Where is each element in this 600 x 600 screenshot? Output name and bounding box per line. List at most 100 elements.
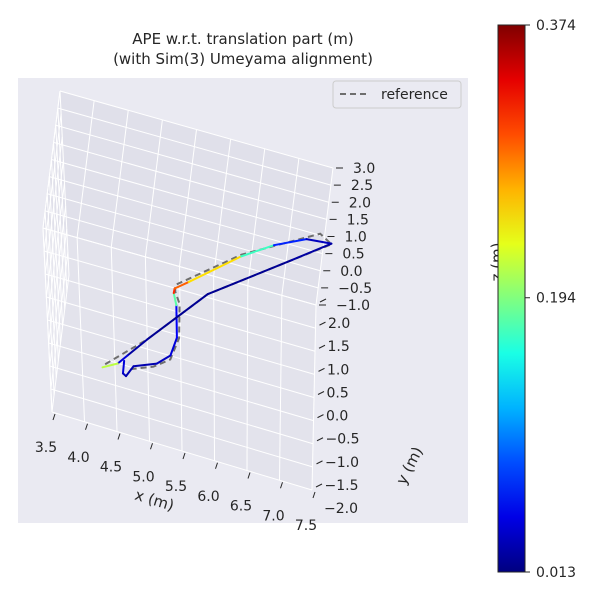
chart-subtitle: (with Sim(3) Umeyama alignment): [113, 50, 373, 68]
tick-mark: [280, 482, 283, 489]
grid-line: [311, 304, 317, 491]
tick-label: −1.0: [336, 298, 370, 314]
grid-line: [213, 276, 215, 461]
tick-label: −1.0: [325, 455, 359, 471]
tick-label: 3.0: [353, 161, 375, 177]
grid-line: [247, 148, 266, 286]
grid-lines: [42, 90, 334, 491]
tick-label: 0.5: [327, 385, 349, 401]
estimate-segment: [240, 244, 275, 258]
tick-label: 5.0: [132, 469, 154, 485]
tick-mark: [319, 321, 326, 326]
tick-label: 0.0: [340, 264, 362, 280]
tick-mark: [215, 462, 218, 469]
grid-line: [45, 159, 64, 298]
chart-title: APE w.r.t. translation part (m): [132, 30, 353, 48]
tick-mark: [317, 414, 324, 419]
grid-line: [57, 107, 332, 186]
grid-line: [47, 319, 315, 398]
tick-labels: 3.54.04.55.05.56.06.57.07.5−2.0−1.5−1.0−…: [35, 161, 375, 534]
estimate-segment: [175, 304, 178, 339]
estimate-segment: [187, 255, 243, 283]
colorbar: 0.013 0.194 0.374: [497, 18, 576, 581]
grid-line: [51, 159, 61, 344]
tick-mark: [315, 483, 323, 488]
tick-label: 4.5: [100, 460, 122, 476]
grid-line: [42, 90, 61, 229]
tick-label: 2.5: [351, 178, 373, 194]
estimate-segment: [173, 280, 190, 290]
estimate-segment: [146, 293, 209, 341]
tick-label: 2.0: [349, 195, 371, 211]
legend-reference-label: reference: [381, 87, 448, 103]
grid-line: [42, 227, 317, 306]
tick-label: 7.0: [262, 508, 284, 524]
tick-mark: [150, 443, 153, 450]
tick-mark: [312, 491, 316, 499]
grid-line: [281, 158, 300, 296]
estimate-segment: [126, 338, 149, 357]
colorbar-bar: [497, 24, 526, 573]
grid-line: [46, 296, 315, 375]
tick-mark: [85, 423, 88, 430]
grid-line: [43, 250, 316, 329]
tick-label: 2.0: [328, 316, 350, 332]
estimate-segment: [172, 292, 178, 307]
grid-line: [59, 90, 70, 276]
tick-label: 1.5: [347, 212, 369, 228]
colorbar-tick-label: 0.194: [536, 291, 576, 307]
estimate-segment: [132, 362, 158, 368]
tick-label: 1.0: [345, 230, 367, 246]
grid-line: [246, 285, 249, 471]
tick-label: −1.5: [325, 478, 359, 494]
grid-line: [45, 273, 316, 352]
tick-label: 4.0: [67, 450, 89, 466]
tick-mark: [318, 344, 326, 349]
tick-mark: [319, 298, 327, 303]
estimate-segment: [155, 354, 172, 365]
tick-label: 1.0: [327, 362, 349, 378]
tick-mark: [52, 413, 56, 421]
tick-label: 0.5: [342, 247, 364, 263]
grid-line: [57, 108, 68, 293]
tick-mark: [182, 452, 186, 460]
estimate-segment: [305, 238, 333, 245]
tick-label: 6.5: [230, 499, 252, 515]
estimate-segment: [288, 242, 333, 262]
legend: reference: [332, 80, 462, 109]
tick-label: 1.5: [328, 339, 350, 355]
trajectory-lines: [101, 232, 334, 378]
estimate-segment: [125, 365, 135, 378]
colorbar-tick-label: 0.374: [536, 18, 576, 34]
tick-label: −2.0: [324, 501, 358, 517]
estimate-segment: [206, 259, 291, 296]
tick-mark: [117, 433, 121, 440]
estimate-segment: [101, 362, 119, 369]
grid-line: [44, 136, 63, 275]
tick-label: 3.5: [35, 440, 57, 456]
grid-line: [53, 141, 327, 220]
tick-label: −0.5: [326, 432, 360, 448]
tick-mark: [318, 367, 325, 372]
tick-label: 0.0: [326, 409, 348, 425]
reference-trajectory: [101, 232, 334, 371]
grid-line: [213, 139, 232, 277]
estimate-segment: [116, 354, 129, 365]
colorbar-tick-label: 0.013: [536, 565, 576, 581]
tick-label: −0.5: [338, 281, 372, 297]
grid-line: [279, 295, 283, 481]
tick-label: 7.5: [295, 518, 317, 534]
estimate-segment: [121, 359, 126, 375]
grid-line: [43, 113, 62, 252]
estimate-segment: [272, 238, 308, 247]
tick-mark: [247, 472, 251, 479]
tick-mark: [316, 437, 324, 442]
legend-box: [332, 80, 462, 109]
estimate-segment: [169, 336, 178, 357]
tick-label: 6.0: [197, 489, 219, 505]
grid-line: [315, 167, 334, 306]
grid-line: [53, 142, 64, 327]
grid-line: [59, 90, 334, 169]
grid-line: [51, 159, 325, 237]
